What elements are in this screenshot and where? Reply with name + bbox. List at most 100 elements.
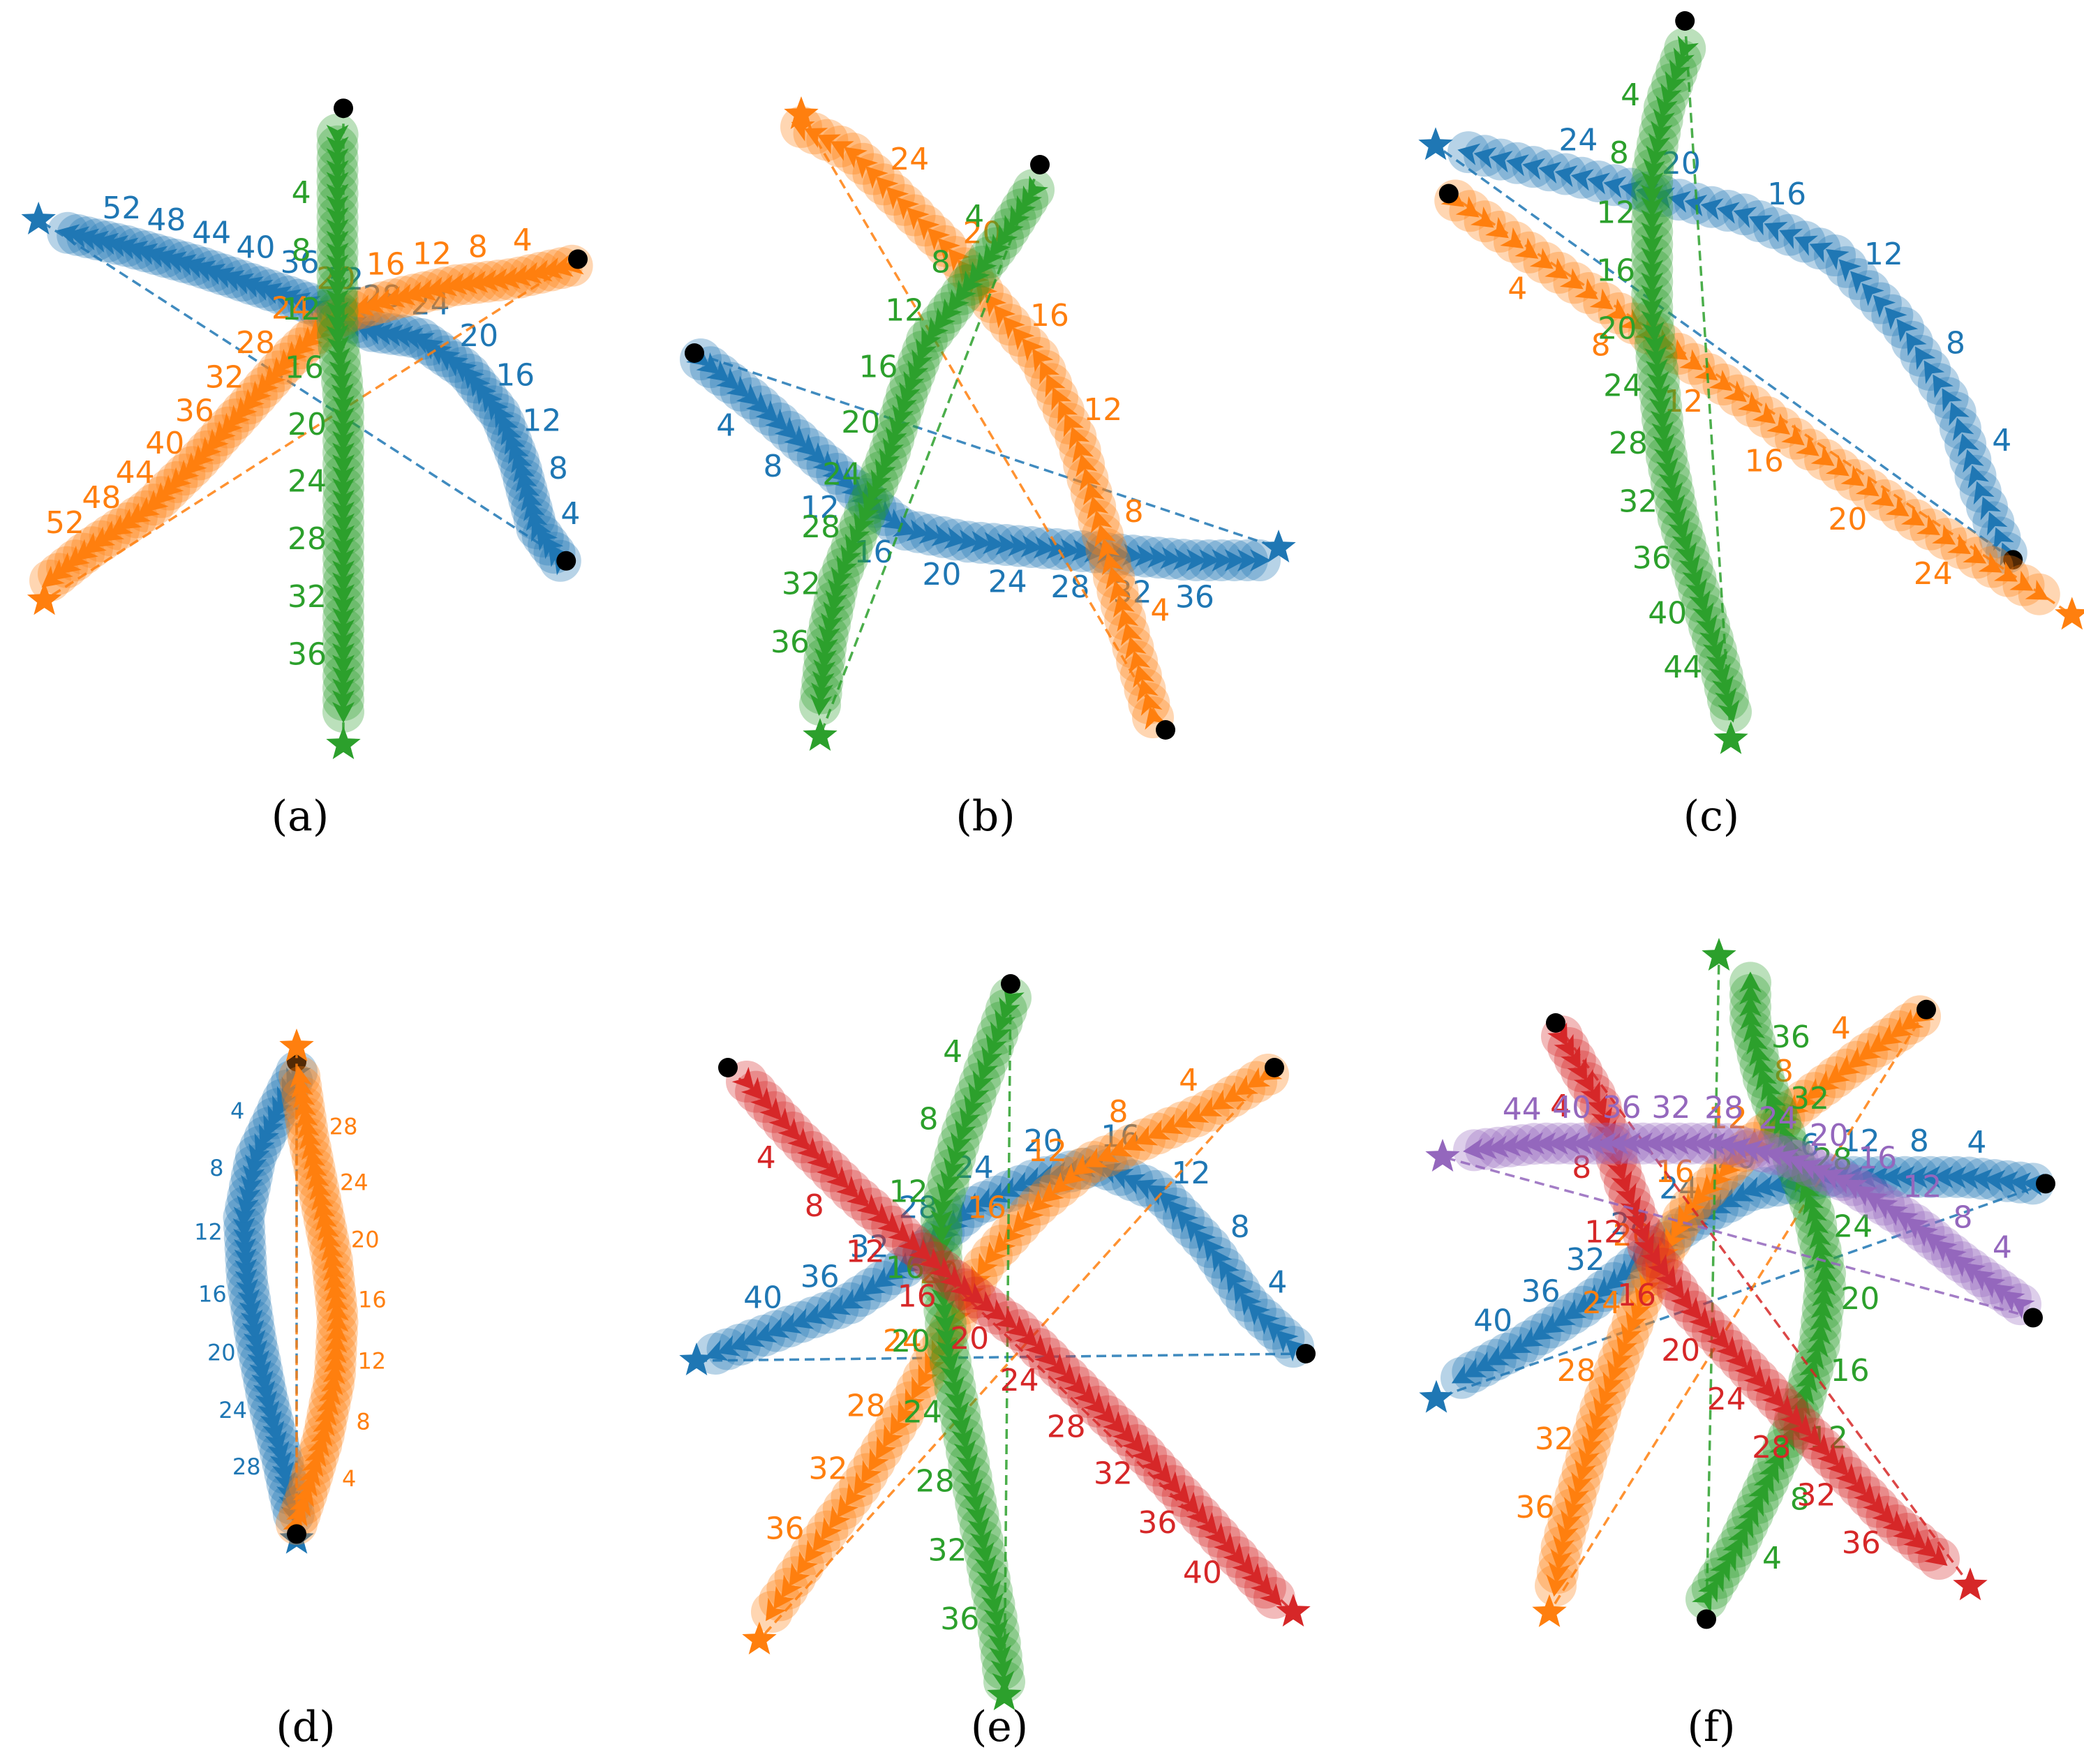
green-reference-line [1683, 20, 1732, 740]
purple-arrow [1668, 1132, 1689, 1155]
purple-arrow [1943, 1247, 1967, 1270]
green-arrow [989, 233, 1011, 257]
green-arrow [1794, 1169, 1816, 1193]
orange-step-label: 4 [1508, 271, 1527, 307]
blue-arrow [1193, 1229, 1216, 1253]
red-arrow [1073, 1382, 1096, 1405]
orange-arrow [1691, 1183, 1715, 1206]
red-step-label: 8 [805, 1188, 824, 1224]
orange-arrow [221, 412, 244, 436]
purple-arrow [1981, 1276, 2006, 1299]
green-arrow [1748, 1481, 1769, 1506]
orange-step-label: 32 [205, 360, 244, 396]
orange-arrow [1556, 1522, 1579, 1546]
green-arrow [332, 478, 355, 500]
orange-step-label: 8 [1124, 494, 1144, 530]
orange-arrow [1665, 1227, 1685, 1251]
blue-arrow [1084, 540, 1106, 563]
green-arrow [1027, 175, 1048, 200]
orange-arrow [299, 326, 323, 349]
orange-arrow [1825, 455, 1849, 477]
blue-arrow [1619, 179, 1643, 202]
orange-arrow [896, 197, 920, 221]
green-arrow [981, 1592, 1004, 1616]
blue-arrow [250, 279, 274, 301]
orange-arrow [487, 268, 509, 291]
green-step-label: 28 [801, 509, 840, 545]
blue-arrow [1766, 1172, 1789, 1195]
blue-arrow [1212, 549, 1233, 571]
red-arrow [1844, 1472, 1867, 1496]
orange-arrow [1658, 1238, 1679, 1262]
blue-arrow [790, 1308, 814, 1329]
blue-step-label: 36 [1175, 579, 1214, 615]
blue-arrow [1158, 1190, 1182, 1214]
caption-c: (c) [1683, 792, 1739, 841]
orange-arrow [299, 1464, 321, 1488]
blue-arrow [918, 521, 941, 544]
green-arrow [1650, 408, 1673, 431]
orange-arrow [1795, 435, 1819, 456]
blue-arrow [986, 1182, 1011, 1203]
blue-arrow [297, 295, 321, 317]
green-step-label: 20 [841, 405, 880, 440]
orange-arrow [161, 474, 184, 498]
blue-arrow [706, 360, 730, 382]
blue-arrow [57, 224, 80, 246]
green-arrow [1651, 421, 1674, 443]
blue-arrow [895, 1252, 919, 1273]
blue-arrow [983, 532, 1005, 555]
orange-step-label: 12 [1028, 1133, 1067, 1169]
green-arrow [1752, 1055, 1774, 1079]
orange-arrow [1112, 594, 1135, 618]
orange-arrow [1108, 1136, 1133, 1157]
blue-arrow [1748, 215, 1773, 236]
green-arrow [332, 442, 355, 464]
green-arrow [811, 682, 833, 705]
blue-arrow [1233, 1280, 1254, 1305]
orange-arrow [302, 1453, 324, 1478]
orange-arrow [1485, 216, 1509, 239]
orange-arrow [931, 1339, 952, 1363]
orange-arrow [304, 1444, 327, 1467]
blue-arrow [717, 1335, 741, 1356]
purple-arrow [1547, 1132, 1568, 1155]
green-arrow [1641, 260, 1664, 281]
green-step-label: 4 [1762, 1541, 1782, 1576]
green-arrow [332, 395, 355, 417]
green-arrow [1641, 285, 1664, 306]
start-marker [2023, 1308, 2043, 1328]
green-arrow [332, 690, 355, 712]
green-arrow [1769, 1101, 1791, 1126]
orange-arrow [1069, 426, 1090, 450]
green-arrow [326, 266, 349, 287]
red-step-label: 20 [950, 1321, 989, 1356]
blue-arrow [1603, 176, 1627, 198]
purple-arrow [1655, 1132, 1677, 1155]
blue-arrow [500, 422, 522, 446]
blue-arrow [827, 1294, 851, 1315]
blue-arrow [1110, 1168, 1134, 1190]
green-step-label: 32 [288, 579, 327, 615]
blue-arrow [536, 527, 558, 551]
blue-arrow [957, 529, 979, 552]
green-arrow [814, 648, 837, 671]
orange-goal-star [2055, 597, 2084, 630]
blue-arrow [254, 1133, 275, 1157]
blue-arrow [1574, 1292, 1598, 1313]
purple-arrow [1874, 1198, 1898, 1220]
green-arrow [332, 596, 355, 617]
green-arrow [1702, 638, 1725, 662]
green-arrow [974, 1554, 997, 1578]
green-arrow [1743, 1019, 1766, 1043]
red-arrow [1034, 1343, 1057, 1367]
orange-reference-line [758, 1066, 1276, 1641]
green-arrow [944, 1389, 967, 1412]
red-step-label: 12 [1584, 1214, 1623, 1250]
blue-arrow [1474, 1351, 1498, 1372]
blue-step-label: 16 [496, 357, 535, 393]
green-arrow [1806, 1334, 1829, 1358]
blue-arrow [1176, 1209, 1199, 1233]
purple-arrow [1680, 1132, 1702, 1155]
start-marker [1296, 1344, 1316, 1363]
